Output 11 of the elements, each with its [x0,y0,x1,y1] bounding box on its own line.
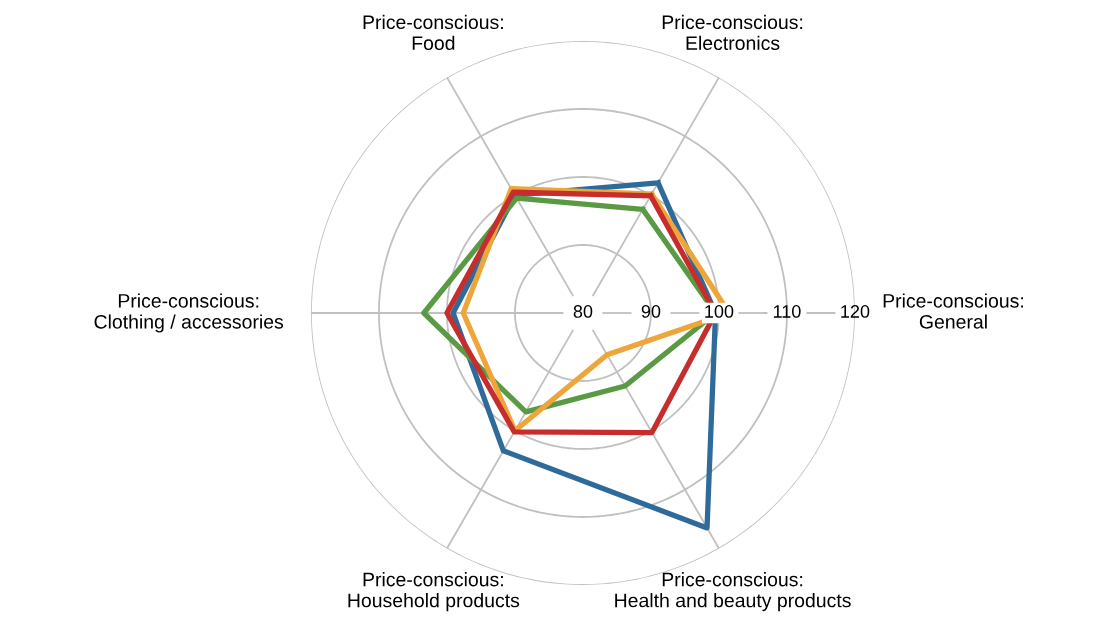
spoke-label: Price-conscious: General [883,293,1024,329]
spoke-label: Price-conscious: Clothing / accessories [94,293,284,333]
y-tick-label: 90 [641,305,661,318]
spoke-label: Price-conscious: Household products [348,572,520,612]
spoke-label: Price-conscious: Electronics [662,14,803,51]
spoke-label: Price-conscious: Food [363,14,503,51]
y-tick-label: 120 [841,305,870,318]
spoke-label: Price-conscious: Health and beauty products [615,572,851,612]
y-tick-label: 80 [573,305,593,318]
y-tick-label: 100 [705,305,734,318]
y-tick-label: 110 [773,305,801,318]
